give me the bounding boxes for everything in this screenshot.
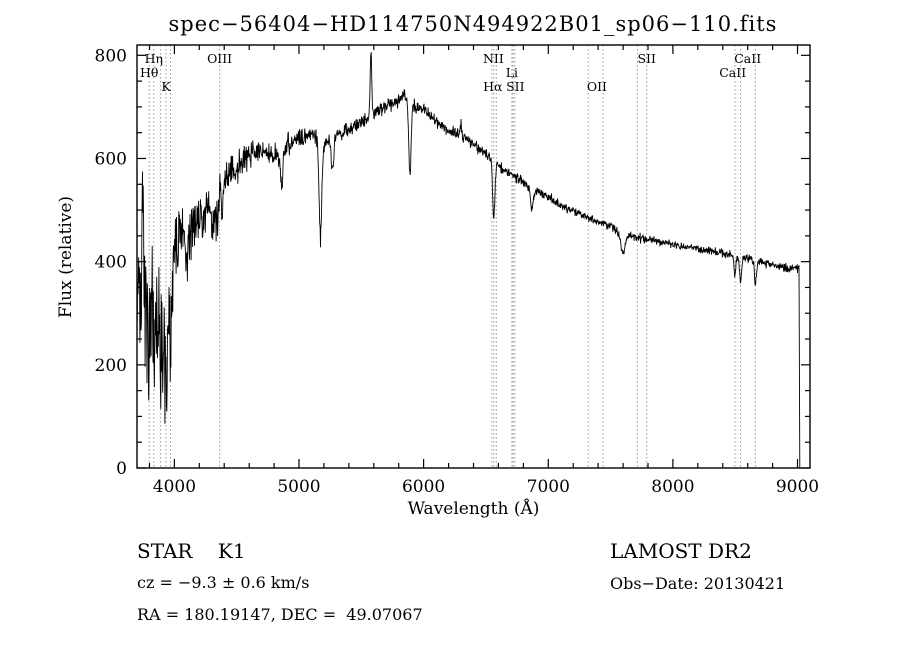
y-tick-label: 800 <box>95 46 127 66</box>
plot-title: spec−56404−HD114750N494922B01_sp06−110.f… <box>168 12 778 36</box>
spectral-line-label: Hα <box>483 79 503 94</box>
y-tick-label: 400 <box>95 253 127 273</box>
x-tick-label: 4000 <box>153 477 196 497</box>
x-axis-label: Wavelength (Å) <box>407 499 540 519</box>
object-classification: STAR K1 <box>137 539 246 563</box>
x-tick-label: 7000 <box>527 477 570 497</box>
spectral-line-label: SII <box>637 51 656 66</box>
x-tick-label: 8000 <box>651 477 694 497</box>
survey-release: LAMOST DR2 <box>610 539 752 563</box>
spectral-line-label: CaII <box>734 51 761 66</box>
spectral-line-label: K <box>161 79 171 94</box>
spectral-line-label: SII <box>506 79 525 94</box>
x-tick-label: 9000 <box>776 477 819 497</box>
y-tick-label: 200 <box>95 356 127 376</box>
coordinates: RA = 180.19147, DEC = 49.07067 <box>137 605 423 624</box>
observation-date: Obs−Date: 20130421 <box>610 574 786 593</box>
y-axis-label: Flux (relative) <box>56 195 76 319</box>
spectral-line-label: OIII <box>207 51 232 66</box>
spectral-line-label: CaII <box>719 65 746 80</box>
x-tick-label: 5000 <box>277 477 320 497</box>
spectral-line-label: NII <box>483 51 504 66</box>
plot-frame <box>136 44 811 469</box>
x-tick-label: 6000 <box>402 477 445 497</box>
spectral-line-label: Hη <box>145 51 163 66</box>
y-tick-label: 0 <box>116 459 127 479</box>
spectral-line-label: Hθ <box>140 65 158 80</box>
spectral-line-label: OII <box>587 79 607 94</box>
spectrum-trace <box>136 52 801 469</box>
radial-velocity: cz = −9.3 ± 0.6 km/s <box>137 573 310 592</box>
y-tick-label: 600 <box>95 149 127 169</box>
spectral-line-label: Li <box>506 65 518 80</box>
